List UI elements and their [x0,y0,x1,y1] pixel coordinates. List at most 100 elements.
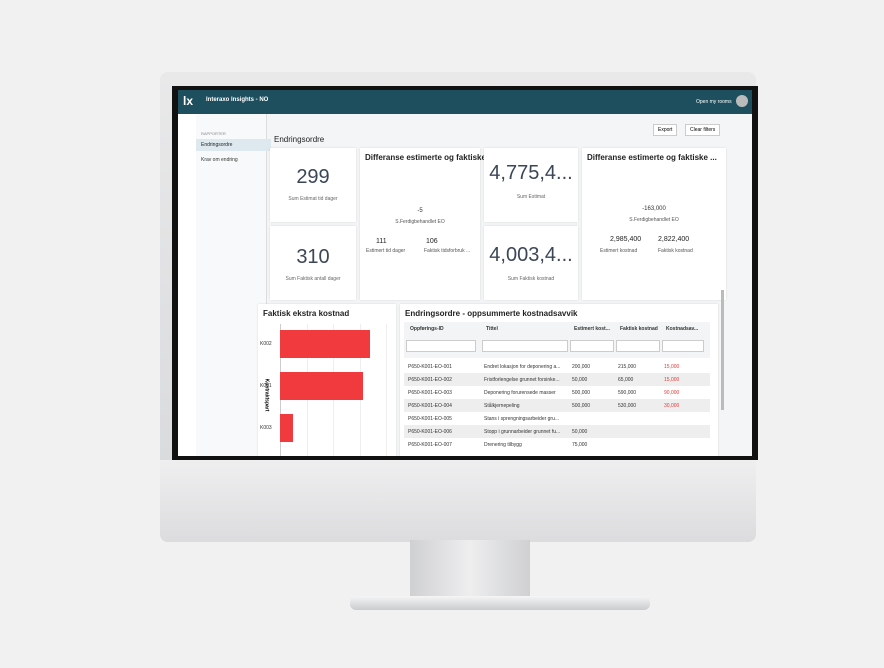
category-label: K002 [260,341,272,347]
table-cell: 15,000 [664,377,680,383]
right-label: Faktisk tidsforbruk ... [424,248,471,254]
card-title: Differanse estimerte og faktiske ... [587,153,717,162]
table-cell: 15,000 [664,364,680,370]
column-header: Tittel [486,326,498,332]
table-cell: 500,000 [572,390,591,396]
kpi-label: Sum Estimat [516,194,546,200]
app-title[interactable]: Interaxo Insights - NO [206,97,269,103]
table-cell: P650-K001-EO-006 [408,429,452,435]
logo: lx [183,94,194,108]
bar [280,372,363,400]
table-row [404,412,710,425]
table-cell: P650-K001-EO-005 [408,416,452,422]
table-cell: 50,000 [572,429,588,435]
table-row [404,360,710,373]
kpi-label: Sum Faktisk antall dager [285,276,341,282]
left-value: 111 [376,238,387,245]
table-row [404,425,710,438]
delta-sub: S.Ferdigbehandlet EO [395,219,445,225]
kpi-card: 310 Sum Faktisk antall dager [270,226,356,300]
grid-line [386,324,387,456]
table-cell: 590,000 [618,390,637,396]
kpi-card: 4,003,4... Sum Faktisk kostnad [484,226,578,300]
diff-card: Differanse estimerte og faktiske ... -5 … [360,148,495,300]
card-title: Differanse estimerte og faktiske ... [365,153,495,162]
filter-input[interactable] [406,340,476,352]
delta: -5 [417,208,423,214]
kpi-card: 4,775,4... Sum Estimat [484,148,578,222]
table-cell: Deponering forurensede masser [484,390,556,396]
table-cell: P650-K001-EO-007 [408,442,452,448]
table-cell: 75,000 [572,442,588,448]
column-header: Faktisk kostnad [620,326,658,332]
table-row [404,399,710,412]
open-rooms[interactable]: Open my rooms [696,99,732,105]
right-value: 2,822,400 [658,236,690,243]
table-cell: Stopp i grunnarbeider grunnet fu... [484,429,561,435]
table-cell: P650-K001-EO-004 [408,403,452,409]
table-cell: 200,000 [572,364,591,370]
left-label: Estimert tid dager [366,248,406,254]
table-cell: P650-K001-EO-003 [408,390,452,396]
filter-input[interactable] [616,340,660,352]
table-cell: Drenering tilbygg [484,442,522,448]
kpi-value: 4,775,4... [489,162,573,184]
column-header: Kostnadsav... [666,326,699,332]
column-header: Estimert kost... [574,326,610,332]
clear-filters-button[interactable]: Clear filters [685,124,721,136]
table-cell: 215,000 [618,364,637,370]
monitor-neck [410,540,530,600]
monitor-base [350,596,650,610]
filter-input[interactable] [662,340,704,352]
table-cell: 65,000 [618,377,634,383]
table-cell: 30,000 [664,403,680,409]
table-row [404,386,710,399]
bar [280,414,293,442]
filter-input[interactable] [570,340,614,352]
table-card: Endringsordre - oppsummerte kostnadsavvi… [400,304,718,456]
left-label: Estimert kostnad [600,248,638,254]
table-cell: Stålkjernepeling [484,403,520,409]
right-value: 106 [426,238,438,245]
page-title: Endringsordre [274,135,325,144]
table-cell: P650-K001-EO-002 [408,377,452,383]
table-cell: 50,000 [572,377,588,383]
table-cell: 500,000 [572,403,591,409]
kpi-label: Sum Estimat tid dager [288,196,338,202]
top-bar: lx Interaxo Insights - NO Open my rooms [178,90,752,114]
category-label: K003 [260,425,272,431]
table-cell: 530,000 [618,403,637,409]
filter-input[interactable] [482,340,568,352]
export-button[interactable]: Export [653,124,678,136]
table-cell: Endret lokasjon for deponering a... [484,364,561,370]
table-title: Endringsordre - oppsummerte kostnadsavvi… [405,309,578,318]
kpi-card: 299 Sum Estimat tid dager [270,148,356,222]
delta-sub: S.Ferdigbehandlet EO [629,217,679,223]
table-cell: 90,000 [664,390,680,396]
diff-card: Differanse estimerte og faktiske ... -16… [582,148,726,300]
monitor-chin [160,460,756,542]
screen: lx Interaxo Insights - NO Open my rooms … [178,90,752,456]
table-row [404,373,710,386]
nav-section: RAPPORTER [201,131,226,136]
column-header: Oppførings-ID [410,326,444,332]
scrollbar[interactable] [721,290,724,410]
chart-title: Faktisk ekstra kostnad [263,309,350,318]
delta: -163,000 [642,206,666,212]
kpi-value: 299 [296,166,330,188]
table-row [404,438,710,451]
left-value: 2,985,400 [610,236,642,243]
kpi-value: 310 [296,246,330,268]
table-cell: Fristforlengelse grunnet forsinke... [484,377,560,383]
nav-item[interactable]: Krav om endring [201,157,238,163]
right-label: Faktisk kostnad [658,248,693,254]
table-cell: Stans i sprengningsarbeider gru... [484,416,560,422]
bar-chart-card: Faktisk ekstra kostnad Kontraktspart K00… [258,304,396,456]
category-label: K001 [260,383,272,389]
nav-panel: RAPPORTER Endringsordre Krav om endring [196,114,271,456]
bar [280,330,371,358]
nav-item[interactable]: Endringsordre [196,139,271,151]
avatar[interactable] [736,95,748,107]
kpi-value: 4,003,4... [489,244,573,266]
